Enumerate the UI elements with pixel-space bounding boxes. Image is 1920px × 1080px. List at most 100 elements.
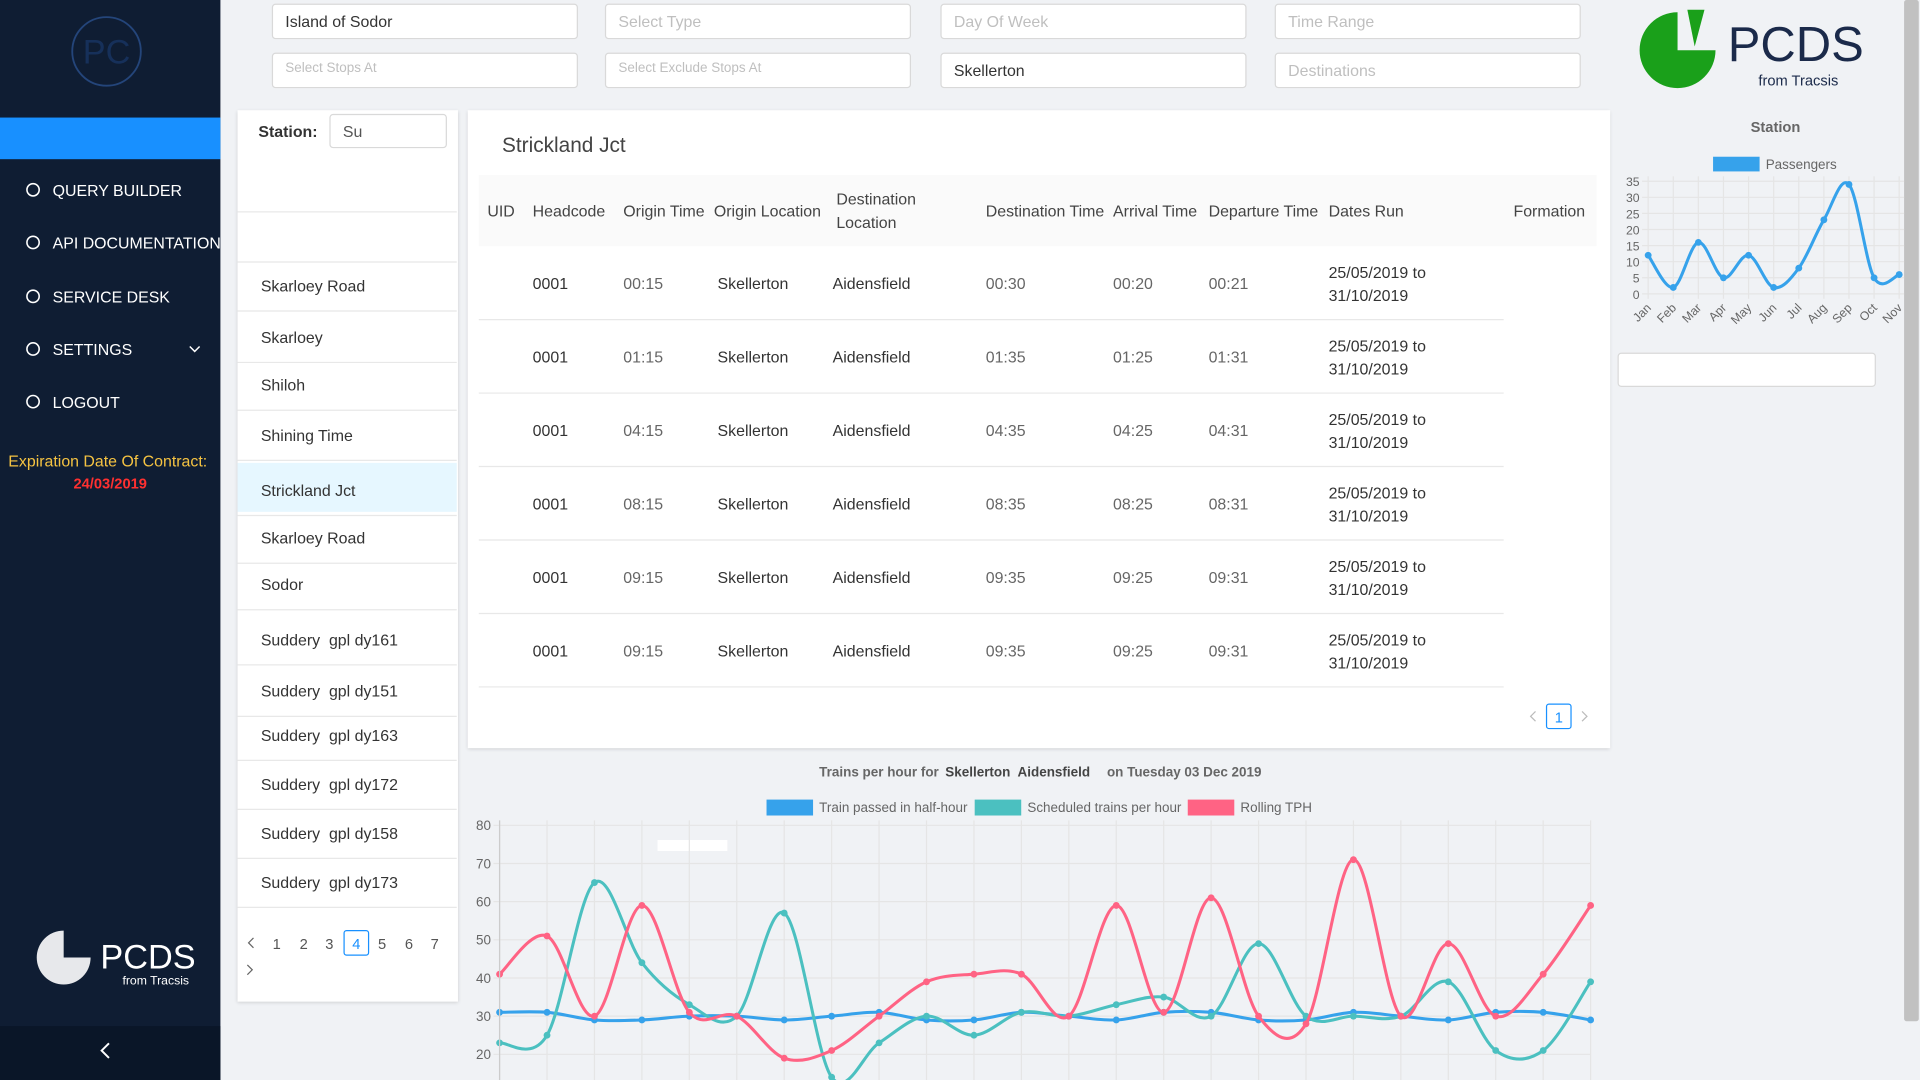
station-item[interactable]: Suddery gpl dy151: [260, 682, 398, 701]
station-item[interactable]: Strickland Jct: [260, 481, 356, 500]
table-cell: 09:15: [623, 641, 664, 660]
column-header: Dates Run: [1328, 201, 1404, 220]
data-point: [1207, 894, 1215, 902]
column-header: Destination Time: [985, 201, 1105, 220]
table-prev[interactable]: [1529, 710, 1536, 722]
data-point: [1112, 1016, 1120, 1024]
data-point: [1302, 1020, 1310, 1028]
table-cell: Aidensfield: [832, 568, 911, 587]
menu-label[interactable]: SETTINGS: [53, 342, 133, 359]
table-cell: 09:25: [1113, 641, 1153, 660]
page-prev[interactable]: [247, 937, 254, 949]
station-item[interactable]: Skarloey: [260, 328, 323, 347]
menu-label[interactable]: QUERY BUILDER: [53, 183, 182, 200]
menu-item[interactable]: [0, 328, 220, 370]
filter[interactable]: Select Type: [604, 3, 912, 40]
page-number[interactable]: 1: [1555, 710, 1563, 726]
expiration-label: Expiration Date Of Contract:: [8, 454, 207, 471]
menu-item[interactable]: [0, 117, 221, 160]
table-cell: 09:25: [1113, 568, 1153, 587]
column-header: Headcode: [532, 201, 606, 220]
table-cell: 09:31: [1208, 641, 1249, 660]
data-point: [1539, 1047, 1547, 1054]
table-cell: 00:21: [1208, 274, 1249, 293]
y-tick-label: 25: [1626, 207, 1640, 221]
page-number[interactable]: 4: [352, 937, 360, 953]
station-item[interactable]: Shiloh: [260, 375, 306, 395]
station-item[interactable]: Skarloey Road: [260, 528, 366, 548]
page-number[interactable]: 1: [273, 937, 281, 953]
station-item[interactable]: Suddery gpl dy163: [260, 726, 398, 745]
data-point: [1539, 970, 1547, 978]
table-cell: Aidensfield: [832, 347, 911, 367]
column-header: Destination Location: [836, 189, 916, 232]
menu-item[interactable]: [0, 222, 220, 264]
filter[interactable]: Day Of Week: [940, 3, 1247, 40]
menu-icon: [26, 235, 40, 250]
table-cell: 25/05/2019 to 31/10/2019: [1328, 556, 1426, 599]
menu-label[interactable]: SERVICE DESK: [53, 289, 171, 306]
legend-label: Scheduled trains per hour: [1027, 800, 1182, 815]
table-title: Strickland Jct: [502, 134, 626, 157]
table-cell: 09:31: [1208, 568, 1249, 587]
filter[interactable]: Island of Sodor: [271, 3, 578, 40]
data-point: [1017, 970, 1025, 978]
station-search[interactable]: Su: [329, 113, 447, 149]
station-item[interactable]: Shining Time: [260, 426, 353, 445]
x-tick-label: Jun: [1756, 301, 1780, 325]
legend-label: Rolling TPH: [1240, 800, 1312, 815]
data-point: [1539, 1008, 1547, 1016]
filter[interactable]: Select Stops At: [271, 52, 578, 89]
page-next[interactable]: [246, 964, 254, 976]
x-tick-label: Jul: [1784, 301, 1805, 322]
station-item[interactable]: Suddery gpl dy173: [260, 873, 398, 892]
x-tick-label: Aug: [1804, 301, 1829, 326]
table-cell: Aidensfield: [832, 421, 911, 440]
brand-top-sub: from Tracsis: [1758, 74, 1838, 90]
column-header: UID: [487, 201, 515, 220]
brand-sub: from Tracsis: [122, 973, 189, 987]
filter[interactable]: Destinations: [1274, 52, 1581, 89]
data-point: [1492, 1047, 1500, 1054]
date-range[interactable]: [1617, 352, 1876, 387]
scrollbar: [1904, 0, 1919, 1022]
y-tick-label: 5: [1633, 272, 1640, 286]
page-number[interactable]: 6: [405, 937, 413, 953]
station-item[interactable]: Suddery gpl dy158: [260, 824, 398, 843]
filter[interactable]: Select Exclude Stops At: [604, 52, 912, 89]
station-item[interactable]: Sodor: [260, 575, 304, 594]
table-header-bg: [478, 175, 1597, 247]
page-number[interactable]: 7: [431, 937, 439, 953]
table-cell: 01:15: [623, 347, 664, 367]
y-tick-label: 30: [1626, 191, 1640, 205]
data-point: [1745, 251, 1752, 259]
chart-title: Station: [1751, 120, 1801, 136]
filter[interactable]: Time Range: [1274, 3, 1581, 40]
page-number[interactable]: 5: [378, 937, 386, 953]
data-point: [1845, 181, 1853, 188]
collapse-icon[interactable]: [100, 1042, 110, 1059]
data-point: [1795, 264, 1803, 272]
table-cell: Skellerton: [717, 494, 789, 514]
filter[interactable]: Skellerton: [940, 52, 1247, 89]
y-tick-label: 50: [476, 933, 491, 948]
station-item[interactable]: Suddery gpl dy161: [260, 630, 398, 649]
menu-item[interactable]: [0, 381, 220, 423]
table-cell: 0001: [532, 347, 569, 367]
y-tick-label: 20: [1626, 223, 1640, 237]
menu-item[interactable]: [0, 276, 220, 318]
data-point: [970, 970, 978, 978]
table-cell: 01:31: [1208, 347, 1249, 367]
menu-label[interactable]: API DOCUMENTATION: [53, 236, 221, 253]
station-item[interactable]: Skarloey Road: [260, 276, 366, 296]
page-number[interactable]: 3: [325, 937, 333, 953]
menu-label[interactable]: LOGOUT: [53, 395, 120, 412]
station-item[interactable]: Suddery gpl dy172: [260, 775, 398, 794]
page-number[interactable]: 2: [300, 937, 308, 953]
table-next[interactable]: [1581, 710, 1588, 722]
chart-title: on Tuesday 03 Dec 2019: [1107, 764, 1262, 779]
menu-item[interactable]: [0, 169, 220, 211]
